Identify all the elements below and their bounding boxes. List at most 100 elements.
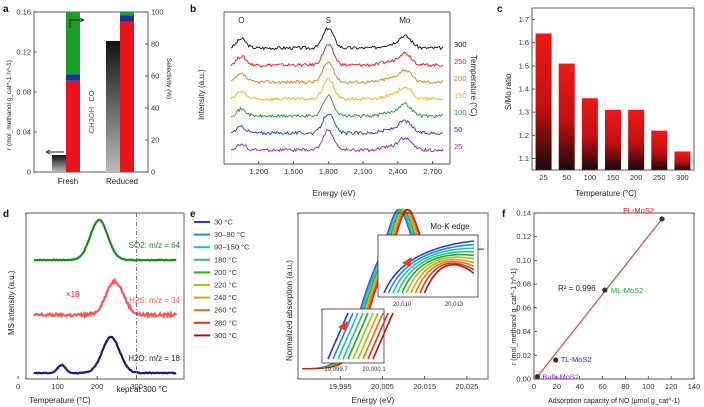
panel-b-series-line [230,43,444,68]
panel-e-inset-bottom-line [352,312,374,360]
panel-f-point-label: ML-MoS2 [611,286,644,295]
panel-e-legend-label: 260 °C [214,306,238,315]
panel-a-left-tick-label: 0.04 [16,128,31,137]
panel-d-lines: SO2: m/z = 64 H2S: m/z = 34 H2O: m/z = 18 [33,218,181,375]
panel-a-ylabel-right: Selectivity (%) [165,58,172,99]
panel-e-inset-bottom-line [347,312,369,360]
panel-c-y-tick-label: 1.7 [519,15,529,24]
panel-e-inset-top-tick: 20,010 [393,302,412,308]
panel-c-x-tick-label: 150 [607,173,620,182]
panel-b-x-tick-label: 1,800 [319,167,338,176]
panel-f-y-tick-label: 0.10 [516,256,531,265]
panel-d-chart: d SO2: m/z = 64 H2S: m/z = 34 H2O: m/z = 1… [3,209,185,405]
panel-d-xlabel: Temperature (°C) [29,396,91,405]
panel-f-frame: 0 20 40 60 80 100 120 140 0.00 0.02 0.04 0.06 0.08 0.… [516,209,700,392]
panel-b-x-tick-label: 2,100 [354,167,373,176]
panel-a-right-tick-label: 60 [151,72,159,81]
panel-e-x-tick-label: 19,995 [329,382,352,391]
panel-c-bar [535,33,552,171]
panel-a-category-label: Reduced [106,177,138,186]
panel-e-legend-label: 280 °C [214,318,238,327]
panel-b-peak-label: Mo [399,16,411,25]
panel-a-selectivity-co-segment [66,74,80,81]
panel-b-series-line [230,61,444,85]
panel-e-inset-top-line [401,253,475,294]
panel-a-selectivity-ch3oh-segment [120,21,134,172]
panel-f-fit-label: R² = 0.996 [558,284,596,293]
panel-e-inset-top-line [392,247,475,294]
panel-f-chart: f 0 20 40 60 80 100 120 140 0.00 0.02 0.04 0.06 0.08… [502,206,700,405]
panel-f-x-tick-label: 60 [598,382,606,391]
panel-f-y-tick-label: 0.00 [516,375,531,384]
panel-b-x-tick-label: 2,400 [388,167,407,176]
panel-d-series-label: SO2: m/z = 64 [129,241,181,250]
panel-c-bar [628,109,645,170]
panel-d-kept-label: kept at 300 °C [117,385,168,394]
panel-e-legend-label: 90–150 °C [214,243,250,252]
panel-e-legend-label: 180 °C [214,255,238,264]
panel-a-ch4-label: CH4 [68,30,77,45]
panel-c-bar [605,109,621,170]
panel-c-ylabel: S/Mo ratio [504,73,513,110]
panel-e-insets: 20,010 20,013 19,999.7 20,000.1 [321,234,479,373]
panel-a-chart: a CH4 CO CH3OH 0 0.04 0.08 0.12 0.16 0 20 40 60 80 1… [3,4,172,186]
panel-b-peak-label: O [238,16,244,25]
panel-a-rate-bar [52,155,66,172]
panel-e-inset-top-line [414,260,475,294]
panel-d-series-line [33,277,178,320]
panel-f-xlabel: Adsorption capacity of NO (μmol g_cat^-1… [548,398,680,405]
panel-d-series-line [33,218,177,262]
panel-f-plot: FL-MoS2 ML-MoS2 TL-MoS2 Bulk-MoS2 [534,206,665,382]
panel-d-multiplier: ×18 [66,290,80,299]
panel-e-inset-top-line [419,262,475,294]
panel-d-series-label: H2S: m/z = 34 [129,296,180,305]
panel-e-legend-label: 240 °C [214,293,238,302]
panel-a-left-tick-label: 0.08 [16,88,31,97]
panel-c-y-tick-label: 1.1 [519,154,529,163]
panel-e-inset-top-line [423,263,475,294]
panel-b-ylabel: Intensity (a.u.) [197,69,206,120]
panel-a-right-tick-label: 80 [151,40,159,49]
panel-e-chart: e 19,995 20,005 20,015 20,025 30 °C 30–90 °C… [190,208,489,405]
panel-c-y-tick-label: 1.3 [519,108,529,117]
panel-a-ylabel-left: r (mol_methanol g_cat^-1 h^-1) [6,60,13,150]
panel-e-inset-top-line [405,256,475,294]
panel-e-legend-label: 30 °C [214,218,233,227]
panel-a-right-axis-arrow [69,17,85,28]
panel-c-chart: c 1.1 1.2 1.3 1.4 1.5 1.6 1.7 25 50 100 150 200 250 3… [497,4,695,198]
panel-e-inset-bottom-line [342,312,364,360]
panel-f-x-tick-label: 80 [621,382,629,391]
panel-e-x-tick-label: 20,005 [371,382,394,391]
panel-a-selectivity-ch4-segment [66,12,80,75]
panel-e-inset-top-tick: 20,013 [445,302,464,308]
panel-e-legend-label: 200 °C [214,268,238,277]
panel-d-series-line [33,335,177,375]
panel-f-x-tick-label: 40 [576,382,584,391]
panel-e-inset-bottom-line [372,312,394,360]
panel-b-series-label: 150 [454,91,467,100]
panel-b-series-label: 50 [454,125,462,134]
panel-b-xlabel: Energy (eV) [313,189,356,198]
panel-a-rate-bar [106,41,120,172]
panel-b-frame: 1,200 1,500 1,800 2,100 2,400 2,700 O S Mo [223,11,451,176]
panel-b-series-line [230,113,444,136]
panel-c-bar [581,98,598,170]
panel-a-co-label: CO [87,90,96,101]
panel-f-y-tick-label: 0.12 [516,232,531,241]
panel-e-frame: 19,995 20,005 20,015 20,025 [297,212,489,391]
panel-e-legend-label: 300 °C [214,331,238,340]
panel-b-ylabel-right: Temperature (°C) [469,55,478,117]
panel-a-left-tick-label: 0 [27,168,31,177]
panel-f-point [534,374,541,380]
panel-b-series-line [230,93,444,119]
panel-b-series-line [230,26,444,51]
panel-b-letter: b [190,4,196,15]
panel-a-left-axis-arrow [45,149,64,155]
panel-c-bar [558,63,575,170]
panel-e-inset-bottom-tick: 19,999.7 [324,367,348,373]
panel-e-inset-top-line [383,240,475,294]
panel-d-frame: 0 100 200 300 [16,212,185,391]
panel-a-selectivity-ch4-segment [120,12,134,16]
panel-f-point-label: TL-MoS2 [561,355,592,364]
panel-e-inset-bottom-line [367,312,389,360]
